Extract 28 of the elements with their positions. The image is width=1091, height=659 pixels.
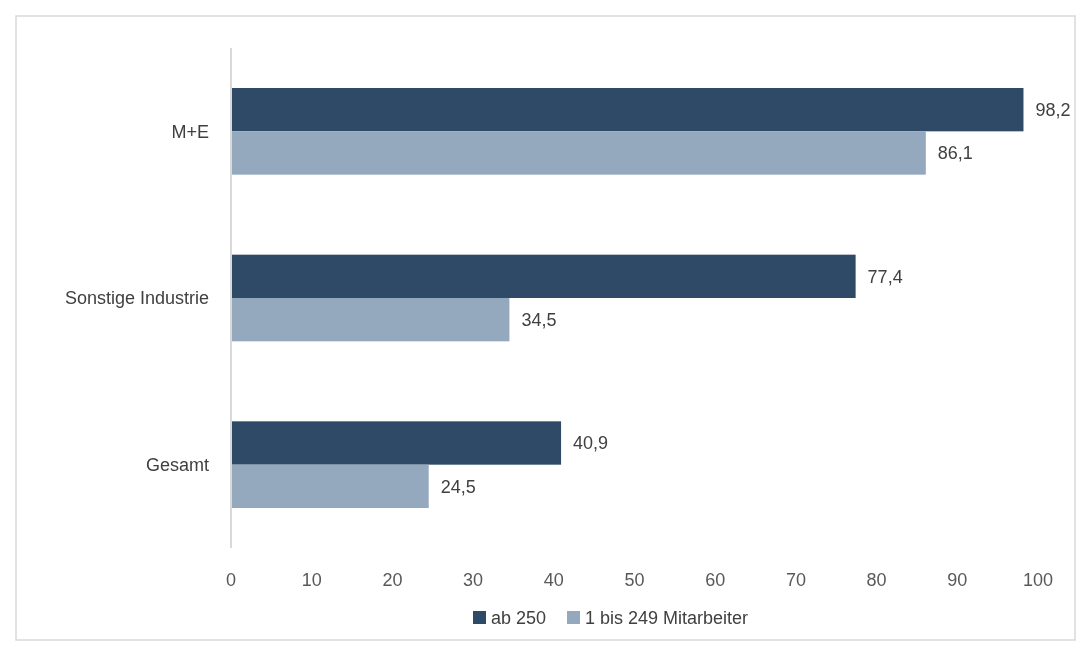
x-tick-label: 0 [225, 570, 237, 590]
bar [231, 421, 562, 465]
data-label: 34,5 [521, 309, 557, 330]
legend-label: ab 250 [491, 608, 547, 629]
legend-label: 1 bis 249 Mitarbeiter [585, 608, 749, 629]
bar [231, 88, 1024, 132]
data-label: 86,1 [937, 143, 973, 164]
x-tick-label: 60 [705, 570, 726, 590]
y-tick-label: Gesamt [145, 454, 209, 475]
data-label: 40,9 [573, 433, 609, 454]
x-tick-label: 100 [1022, 570, 1054, 590]
x-tick-label: 20 [382, 570, 403, 590]
bar [231, 464, 429, 508]
x-tick-label: 40 [543, 570, 564, 590]
data-label: 24,5 [440, 476, 476, 497]
data-label: 77,4 [867, 266, 903, 287]
bar [231, 131, 926, 175]
x-tick-label: 30 [463, 570, 484, 590]
data-label: 98,2 [1035, 99, 1071, 120]
bar [231, 254, 856, 298]
y-tick-label: M+E [171, 121, 209, 142]
x-tick-label: 90 [947, 570, 968, 590]
x-tick-label: 80 [866, 570, 887, 590]
x-tick-label: 50 [624, 570, 645, 590]
x-tick-label: 10 [301, 570, 322, 590]
bar [231, 298, 510, 342]
y-tick-label: Sonstige Industrie [64, 288, 209, 309]
x-tick-label: 70 [785, 570, 806, 590]
